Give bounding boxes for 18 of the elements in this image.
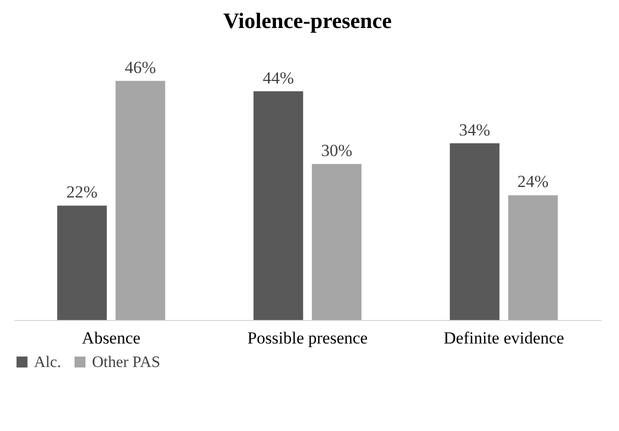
bar — [312, 164, 362, 320]
x-tick-label: Absence — [82, 328, 140, 348]
data-label: 34% — [459, 120, 490, 140]
bar — [116, 80, 166, 320]
data-label: 46% — [124, 58, 156, 77]
bar — [254, 91, 304, 320]
data-label: 24% — [517, 172, 549, 192]
data-label: 22% — [66, 182, 98, 202]
data-label: 30% — [321, 141, 352, 160]
x-tick-label: Possible presence — [247, 328, 368, 348]
bar — [57, 206, 107, 320]
legend-label: Alc. — [34, 354, 62, 371]
data-label: 44% — [262, 68, 294, 88]
x-tick-label: Definite evidence — [444, 328, 564, 348]
bar — [450, 143, 500, 320]
legend-label: Other PAS — [92, 354, 160, 371]
chart-title: Violence-presence — [223, 8, 392, 33]
bar — [508, 195, 558, 320]
